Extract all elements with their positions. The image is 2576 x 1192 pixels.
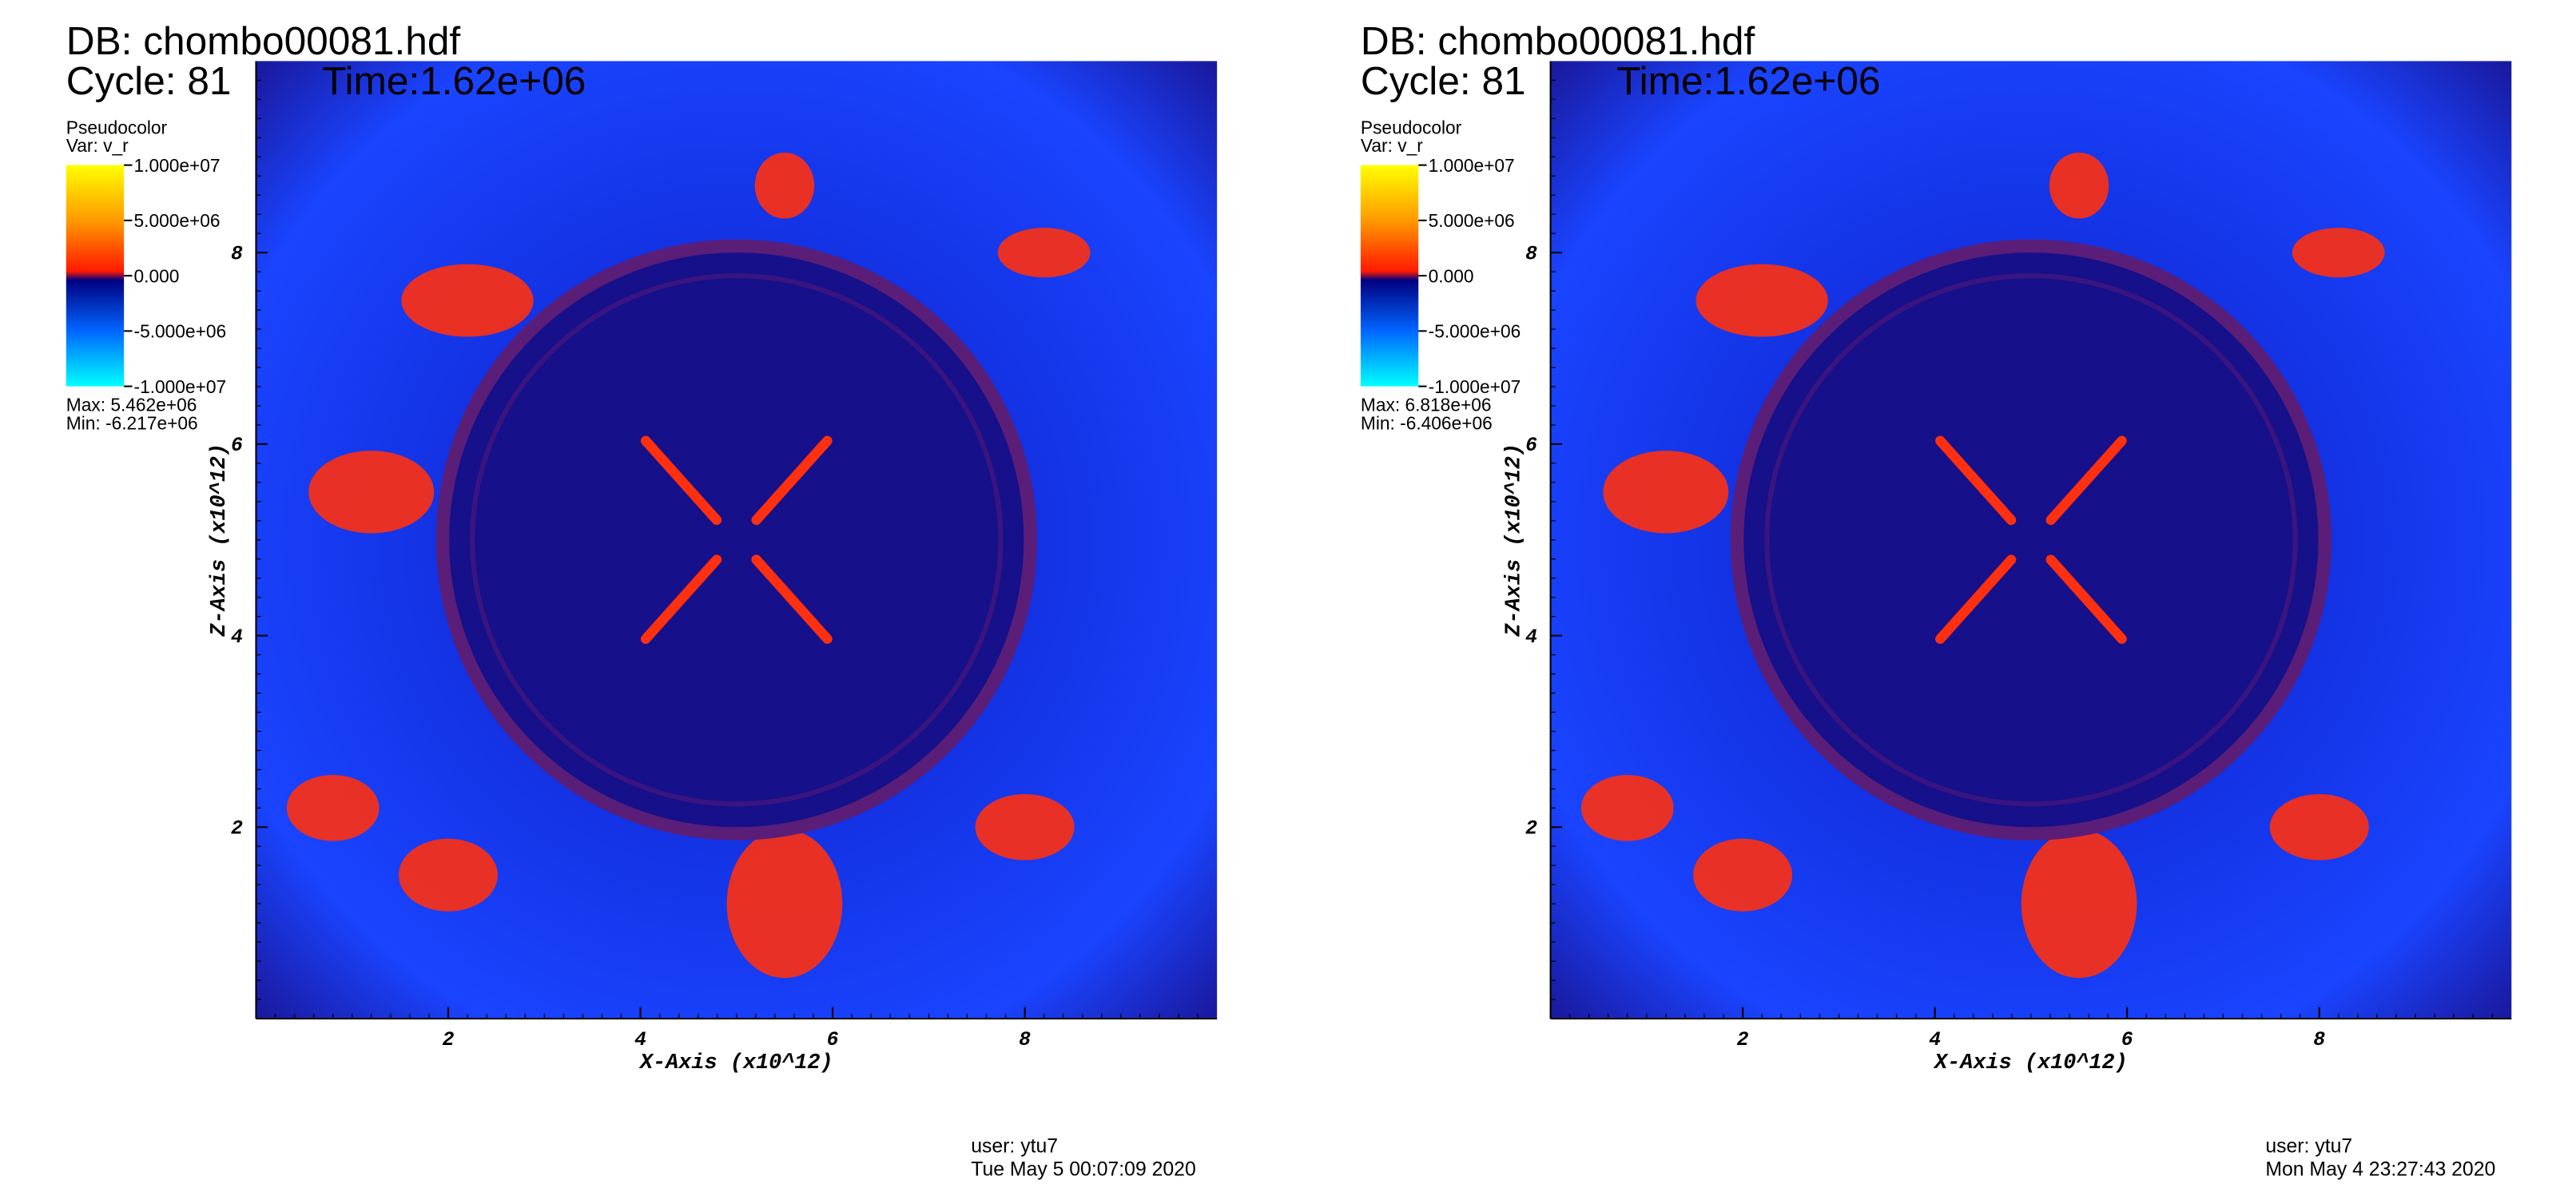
colorbar-tick-label: 5.000e+06 [1429, 210, 1515, 231]
field-jet [751, 554, 833, 644]
field-jet [2045, 554, 2127, 644]
field-blob [726, 829, 843, 979]
field-shell [435, 239, 1037, 840]
y-tick-label: 6 [231, 435, 243, 457]
legend-max: Max: 6.818e+06 [1361, 395, 1492, 415]
user-label: user: ytu7 [971, 1135, 1058, 1157]
field-blob [308, 451, 435, 534]
field-blob [2049, 152, 2109, 219]
field-blob [2021, 829, 2137, 979]
field-blob [398, 838, 498, 912]
x-axis-title: X-Axis (x10^12) [638, 1051, 833, 1075]
time-label: Time:1.62e+06 [1616, 58, 1880, 103]
field-blob [286, 775, 380, 841]
colorbar-tick-label: -1.000e+07 [1429, 376, 1521, 397]
field-ring [1764, 273, 2298, 807]
x-tick-label: 4 [634, 1029, 646, 1051]
y-axis-title: Z-Axis (x10^12) [1502, 443, 1526, 638]
x-tick-label: 8 [2313, 1029, 2325, 1051]
colorbar-tick-label: 1.000e+07 [134, 155, 221, 176]
legend-var: Var: v_r [66, 135, 129, 156]
field-ring [470, 273, 1004, 807]
field-blob [1693, 838, 1793, 912]
cycle-label: Cycle: 81 [1361, 58, 1526, 103]
cycle-label: Cycle: 81 [66, 58, 232, 103]
x-tick-label: 2 [443, 1029, 455, 1051]
colorbar-tick-label: -1.000e+07 [134, 376, 227, 397]
y-tick-label: 8 [1525, 243, 1537, 265]
x-tick-label: 2 [1737, 1029, 1749, 1051]
field-jet [2045, 435, 2127, 526]
colorbar [66, 165, 125, 387]
colorbar-tick-label: 5.000e+06 [134, 210, 221, 231]
legend-min: Min: -6.406e+06 [1361, 412, 1493, 433]
y-tick-label: 8 [231, 243, 243, 265]
field-jet [640, 554, 722, 644]
y-tick-label: 4 [1525, 626, 1537, 649]
x-tick-label: 6 [827, 1029, 839, 1051]
field-jet [751, 435, 833, 526]
field-blob [2292, 228, 2385, 278]
date-label: Mon May 4 23:27:43 2020 [2265, 1158, 2495, 1180]
field-jet [640, 435, 722, 526]
y-tick-label: 4 [231, 626, 243, 649]
colorbar-tick-label: 0.000 [134, 265, 180, 286]
legend-var: Var: v_r [1361, 135, 1423, 156]
x-tick-label: 6 [2121, 1029, 2133, 1051]
time-label: Time:1.62e+06 [322, 58, 586, 103]
user-label: user: ytu7 [2265, 1135, 2352, 1157]
colorbar-tick-label: -5.000e+06 [134, 321, 227, 342]
date-label: Tue May 5 00:07:09 2020 [971, 1158, 1196, 1180]
y-tick-label: 6 [1525, 435, 1537, 457]
x-axis-title: X-Axis (x10^12) [1933, 1051, 2128, 1075]
colorbar-tick-label: -5.000e+06 [1429, 321, 1521, 342]
field-blob [754, 152, 815, 219]
field-blob [997, 228, 1091, 278]
field-shell [1730, 239, 2332, 840]
colorbar-tick-label: 1.000e+07 [1429, 155, 1515, 176]
legend-min: Min: -6.217e+06 [66, 412, 198, 433]
legend-title: Pseudocolor [1361, 117, 1462, 137]
db-label: DB: chombo00081.hdf [66, 18, 461, 63]
field-blob [1603, 451, 1729, 534]
db-label: DB: chombo00081.hdf [1361, 18, 1755, 63]
field-blob [2269, 793, 2369, 860]
field-blob [401, 264, 534, 337]
field-jet [1935, 554, 2017, 644]
legend-max: Max: 5.462e+06 [66, 395, 197, 415]
y-axis-title: Z-Axis (x10^12) [208, 443, 232, 638]
field-blob [975, 793, 1075, 860]
colorbar [1360, 165, 1419, 387]
x-tick-label: 8 [1019, 1029, 1031, 1051]
colorbar-tick-label: 0.000 [1429, 265, 1474, 286]
x-tick-label: 4 [1929, 1029, 1941, 1051]
y-tick-label: 2 [231, 818, 243, 840]
field-jet [1935, 435, 2017, 526]
legend-title: Pseudocolor [66, 117, 168, 137]
field-blob [1580, 775, 1674, 841]
field-blob [1695, 264, 1828, 337]
y-tick-label: 2 [1525, 818, 1537, 840]
